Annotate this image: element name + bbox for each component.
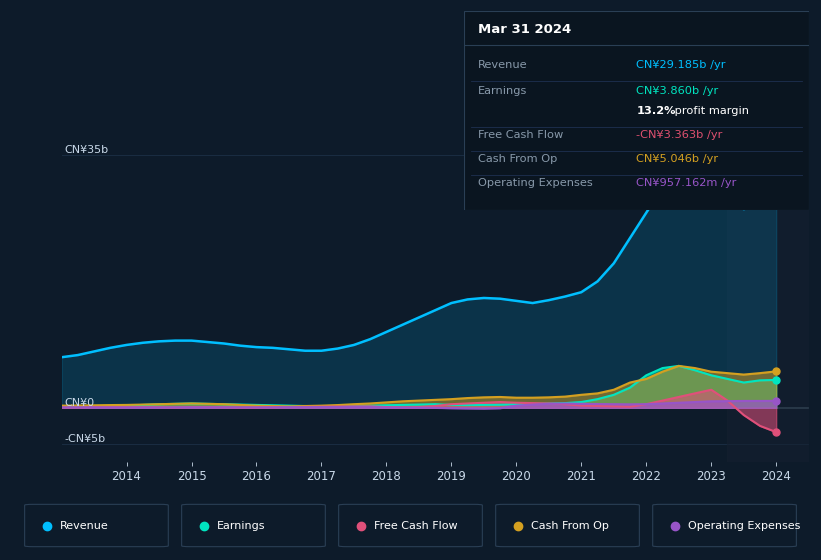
Text: -CN¥5b: -CN¥5b (65, 434, 106, 444)
Text: profit margin: profit margin (671, 106, 749, 115)
Text: Earnings: Earnings (217, 520, 265, 530)
Text: Cash From Op: Cash From Op (531, 520, 609, 530)
Text: Free Cash Flow: Free Cash Flow (478, 130, 563, 141)
Text: CN¥957.162m /yr: CN¥957.162m /yr (636, 178, 736, 188)
Text: Revenue: Revenue (60, 520, 108, 530)
FancyBboxPatch shape (25, 505, 168, 547)
Text: CN¥0: CN¥0 (65, 398, 95, 408)
Text: -CN¥3.363b /yr: -CN¥3.363b /yr (636, 130, 722, 141)
Text: CN¥5.046b /yr: CN¥5.046b /yr (636, 155, 718, 164)
Text: Free Cash Flow: Free Cash Flow (374, 520, 457, 530)
Bar (727, 126, 809, 462)
FancyBboxPatch shape (181, 505, 325, 547)
Text: 13.2%: 13.2% (636, 106, 676, 115)
Text: Cash From Op: Cash From Op (478, 155, 557, 164)
FancyBboxPatch shape (338, 505, 482, 547)
Text: CN¥3.860b /yr: CN¥3.860b /yr (636, 86, 718, 96)
Text: CN¥35b: CN¥35b (65, 145, 109, 155)
Text: Revenue: Revenue (478, 60, 527, 70)
FancyBboxPatch shape (653, 505, 796, 547)
Text: Earnings: Earnings (478, 86, 527, 96)
FancyBboxPatch shape (496, 505, 640, 547)
FancyBboxPatch shape (464, 11, 809, 210)
Text: Mar 31 2024: Mar 31 2024 (478, 23, 571, 36)
Text: Operating Expenses: Operating Expenses (688, 520, 800, 530)
Text: CN¥29.185b /yr: CN¥29.185b /yr (636, 60, 726, 70)
Text: Operating Expenses: Operating Expenses (478, 178, 593, 188)
